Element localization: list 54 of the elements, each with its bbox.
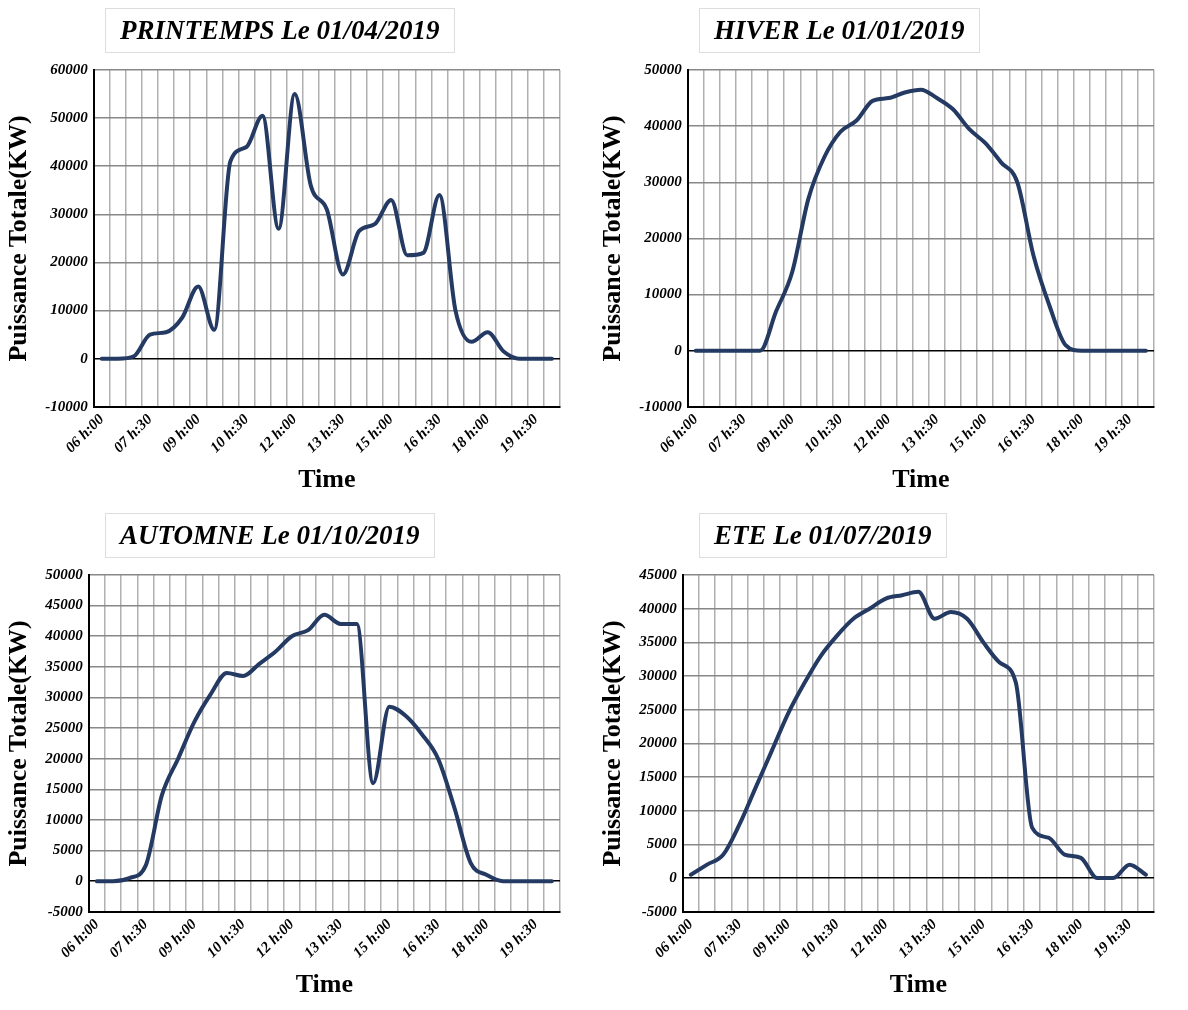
y-tick-label: 0 [75,872,84,889]
y-tick-label: 40000 [44,627,84,644]
line-series [693,87,1148,353]
y-tick-label: -10000 [45,397,89,414]
y-tick-label: 45000 [44,596,84,613]
y-tick-label: 20000 [643,229,683,246]
y-tick-label: 10000 [644,285,683,302]
y-tick-label: 0 [674,341,683,358]
y-tick-label: 20000 [44,749,84,766]
chart-title: AUTOMNE Le 01/10/2019 [105,513,435,558]
line-series [94,612,554,884]
y-tick-label: 35000 [638,633,678,650]
y-tick-label: 20000 [638,734,678,751]
y-tick-label: 25000 [44,718,84,735]
y-tick-label: 0 [669,868,678,885]
y-tick-label: 0 [80,349,89,366]
y-axis-title: Puissance Totale(KW) [597,115,627,362]
x-axis-title: Time [295,969,353,999]
x-axis-title: Time [298,464,356,494]
y-axis-title: Puissance Totale(KW) [3,620,33,867]
x-axis-title: Time [892,464,950,494]
y-axis-title: Puissance Totale(KW) [3,115,33,362]
y-tick-label: 50000 [644,60,683,77]
x-axis-title: Time [889,969,947,999]
y-tick-label: -10000 [639,397,683,414]
y-tick-label: 15000 [639,767,678,784]
chart-title: PRINTEMPS Le 01/04/2019 [105,8,455,53]
line-series [99,92,554,361]
y-tick-label: 10000 [639,801,678,818]
y-tick-label: 30000 [638,666,678,683]
y-tick-label: 30000 [643,173,683,190]
y-tick-label: -5000 [641,902,678,919]
y-tick-label: 40000 [638,599,678,616]
y-tick-label: 15000 [45,780,84,797]
y-tick-label: 50000 [50,108,89,125]
y-tick-label: 10000 [45,810,84,827]
y-tick-label: 40000 [49,157,89,174]
y-tick-label: 40000 [643,117,683,133]
y-tick-label: 10000 [50,301,89,318]
y-tick-label: 30000 [49,205,89,222]
y-tick-label: -5000 [47,902,84,919]
chart-title: HIVER Le 01/01/2019 [699,8,980,53]
y-tick-label: 25000 [638,700,678,717]
y-tick-label: 45000 [638,565,678,582]
y-tick-label: 35000 [44,657,84,674]
chart-title: ETE Le 01/07/2019 [699,513,947,558]
line-series [688,589,1148,881]
y-tick-label: 30000 [44,688,84,705]
y-tick-label: 50000 [45,565,84,582]
y-tick-label: 5000 [52,841,84,858]
y-axis-title: Puissance Totale(KW) [597,620,627,867]
y-tick-label: 5000 [646,835,678,852]
y-tick-label: 60000 [50,60,89,77]
y-tick-label: 20000 [49,253,89,270]
